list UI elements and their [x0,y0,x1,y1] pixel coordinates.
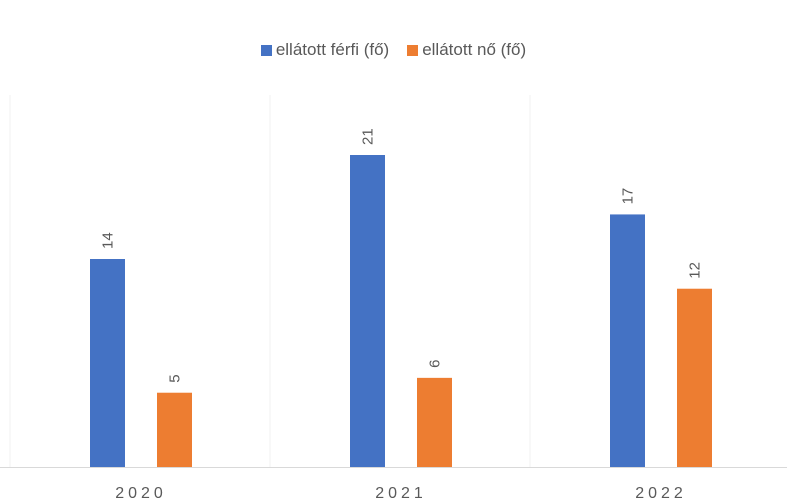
x-tick-label-2020: 2020 [115,485,167,502]
legend: ellátott férfi (fő) ellátott nő (fő) [0,40,787,60]
data-label-male-2021: 21 [360,128,377,145]
legend-swatch-male [260,44,272,56]
legend-label-male: ellátott férfi (fő) [275,40,390,59]
data-label-female-2021: 6 [427,360,444,368]
legend-swatch-female [407,44,419,56]
bar-male-2021 [350,155,385,467]
bar-male-2022 [610,214,645,467]
data-label-male-2022: 17 [620,188,637,205]
data-label-female-2022: 12 [687,262,704,279]
x-tick-label-2022: 2022 [635,485,687,502]
bar-male-2020 [90,259,125,467]
data-label-male-2020: 14 [100,232,117,249]
legend-item-female: ellátott nő (fő) [407,40,526,60]
bar-female-2022 [677,288,712,467]
data-label-female-2020: 5 [167,374,184,382]
legend-label-female: ellátott nő (fő) [422,40,527,59]
bar-female-2020 [157,392,192,467]
legend-item-male: ellátott férfi (fő) [260,40,390,60]
bar-female-2021 [417,377,452,467]
x-tick-label-2021: 2021 [375,485,427,502]
